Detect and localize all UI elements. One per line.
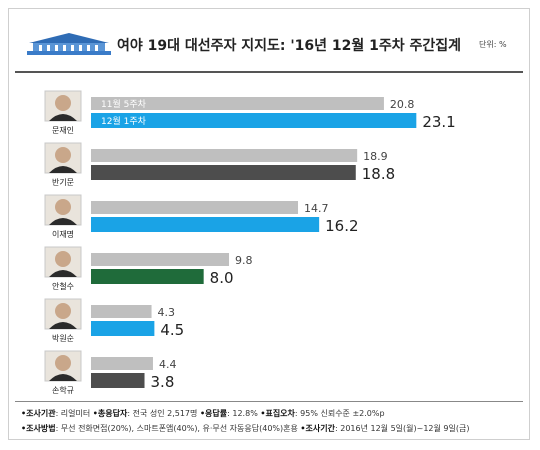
bar-current-week: [91, 321, 155, 336]
footer-label: •표집오차: [260, 409, 295, 418]
value-label-prev: 14.7: [304, 202, 329, 215]
candidate-suit-icon: [49, 322, 77, 329]
footer-label: •총응답자: [92, 409, 128, 418]
legend-current-week: 12월 1주차: [101, 115, 147, 127]
bar-current-week: [91, 113, 417, 128]
footer-label: •조사기관: [21, 409, 56, 418]
bar-current-week: [91, 269, 204, 284]
chart-title: 여야 19대 대선주자 지지도: '16년 12월 1주차 주간집계: [117, 38, 462, 54]
candidate-name: 안철수: [52, 281, 74, 291]
bar-prev-week: [91, 201, 299, 214]
candidate-face-icon: [55, 355, 71, 371]
candidate-suit-icon: [49, 166, 77, 173]
value-label-prev: 9.8: [235, 254, 253, 267]
footer-line-1: •조사기관: 리얼미터 •총응답자: 전국 성인 2,517명 •응답률: 12…: [21, 408, 385, 419]
bar-prev-week: [91, 149, 358, 162]
bar-prev-week: [91, 357, 153, 370]
bar-current-week: [91, 217, 320, 232]
footer-value: : 95% 신뢰수준 ±2.0%p: [294, 409, 385, 418]
candidate-face-icon: [55, 95, 71, 111]
chart-header: 여야 19대 대선주자 지지도: '16년 12월 1주차 주간집계 단위: %: [9, 9, 529, 73]
candidate-face-icon: [55, 199, 71, 215]
survey-footer: •조사기관: 리얼미터 •총응답자: 전국 성인 2,517명 •응답률: 12…: [15, 401, 523, 438]
value-label-prev: 4.3: [158, 306, 176, 319]
value-label-prev: 4.4: [159, 358, 177, 371]
candidate-name: 이재명: [52, 229, 74, 239]
header-divider: [15, 71, 523, 73]
footer-value: : 무선 전화면접(20%), 스마트폰앱(40%), 유·무선 자동응답(40…: [55, 424, 298, 433]
bar-prev-week: [91, 305, 152, 318]
value-label-current: 16.2: [325, 217, 358, 235]
footer-value: : 12.8%: [227, 409, 258, 418]
legend-prev-week: 11월 5주차: [101, 98, 147, 110]
footer-value: : 2016년 12월 5일(월)~12월 9일(금): [334, 424, 470, 433]
value-label-current: 8.0: [210, 269, 234, 287]
bar-current-week: [91, 165, 356, 180]
candidate-name: 문재인: [52, 125, 74, 135]
value-label-prev: 20.8: [390, 98, 415, 111]
blue-house-icon: [27, 33, 111, 55]
candidate-suit-icon: [49, 114, 77, 121]
candidate-suit-icon: [49, 270, 77, 277]
footer-label: •응답률: [199, 409, 228, 418]
value-label-prev: 18.9: [363, 150, 388, 163]
bar-current-week: [91, 373, 145, 388]
value-label-current: 3.8: [151, 373, 175, 391]
footer-value: : 전국 성인 2,517명: [127, 409, 198, 418]
candidate-suit-icon: [49, 218, 77, 225]
candidate-name: 박원순: [52, 333, 74, 343]
footer-line-2: •조사방법: 무선 전화면접(20%), 스마트폰앱(40%), 유·무선 자동…: [21, 423, 469, 434]
value-label-current: 18.8: [362, 165, 395, 183]
value-label-current: 23.1: [422, 113, 455, 131]
unit-label: 단위: %: [479, 40, 507, 49]
candidate-face-icon: [55, 147, 71, 163]
chart-frame: 여야 19대 대선주자 지지도: '16년 12월 1주차 주간집계 단위: %…: [8, 8, 530, 440]
candidate-name: 손학규: [52, 385, 74, 395]
candidate-face-icon: [55, 303, 71, 319]
bar-prev-week: [91, 97, 384, 110]
bar-prev-week: [91, 253, 230, 266]
candidate-suit-icon: [49, 374, 77, 381]
candidate-name: 반기문: [52, 178, 74, 187]
footer-value: : 리얼미터: [55, 409, 91, 418]
value-label-current: 4.5: [160, 321, 184, 339]
candidate-face-icon: [55, 251, 71, 267]
footer-label: •조사기간: [300, 424, 335, 433]
footer-label: •조사방법: [21, 424, 56, 433]
